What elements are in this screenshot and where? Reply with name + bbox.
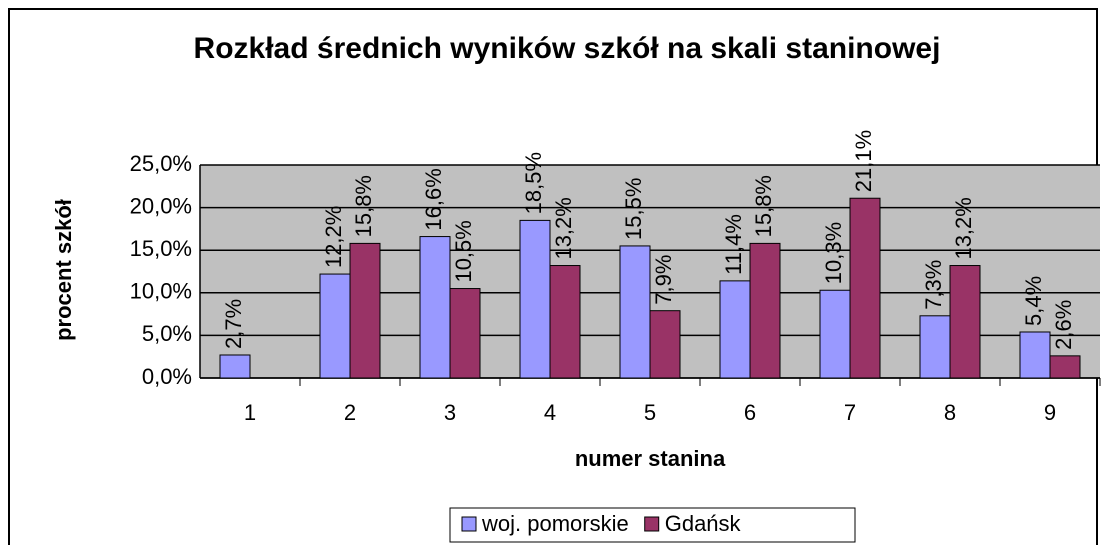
bar (549, 265, 581, 379)
value-label: 15,8% (751, 175, 776, 237)
bar (1049, 355, 1081, 379)
x-tick-label: 4 (544, 400, 556, 425)
bar (319, 273, 351, 379)
value-label: 2,7% (221, 299, 246, 349)
bar (219, 354, 251, 379)
bar (849, 197, 881, 379)
value-label: 7,3% (921, 260, 946, 310)
bar (949, 265, 981, 379)
y-tick-label: 5,0% (142, 321, 192, 346)
legend-swatch (644, 516, 660, 532)
value-label: 2,6% (1051, 300, 1076, 350)
x-tick-label: 2 (344, 400, 356, 425)
x-tick-label: 3 (444, 400, 456, 425)
bar (419, 236, 451, 379)
y-tick-label: 10,0% (130, 279, 192, 304)
bar (749, 242, 781, 379)
value-label: 12,2% (321, 206, 346, 268)
y-tick-label: 25,0% (130, 151, 192, 176)
y-axis-label: procent szkół (51, 199, 76, 341)
y-tick-label: 0,0% (142, 364, 192, 389)
bar (819, 289, 851, 379)
bar (519, 219, 551, 379)
bar (649, 310, 681, 379)
value-label: 13,2% (951, 197, 976, 259)
value-label: 5,4% (1021, 276, 1046, 326)
value-label: 10,5% (451, 220, 476, 282)
legend-label: woj. pomorskie (481, 511, 629, 536)
x-tick-label: 6 (744, 400, 756, 425)
value-label: 15,5% (621, 178, 646, 240)
value-label: 13,2% (551, 197, 576, 259)
legend-label: Gdańsk (665, 511, 742, 536)
bar (1019, 331, 1051, 379)
y-tick-label: 15,0% (130, 236, 192, 261)
y-tick-label: 20,0% (130, 193, 192, 218)
value-label: 7,9% (651, 255, 676, 305)
bar (919, 315, 951, 379)
legend-swatch (461, 516, 477, 532)
value-label: 18,5% (521, 152, 546, 214)
value-label: 15,8% (351, 175, 376, 237)
bar (449, 288, 481, 379)
bar (349, 242, 381, 379)
value-label: 21,1% (851, 130, 876, 192)
value-label: 10,3% (821, 222, 846, 284)
bar (619, 245, 651, 379)
x-axis-label: numer stanina (575, 446, 726, 471)
value-label: 11,4% (721, 214, 746, 275)
value-label: 16,6% (421, 168, 446, 230)
x-tick-label: 5 (644, 400, 656, 425)
x-tick-label: 7 (844, 400, 856, 425)
x-tick-label: 9 (1044, 400, 1056, 425)
bar (719, 280, 751, 379)
x-tick-label: 1 (244, 400, 256, 425)
chart-title: Rozkład średnich wyników szkół na skali … (193, 32, 941, 65)
x-tick-label: 8 (944, 400, 956, 425)
